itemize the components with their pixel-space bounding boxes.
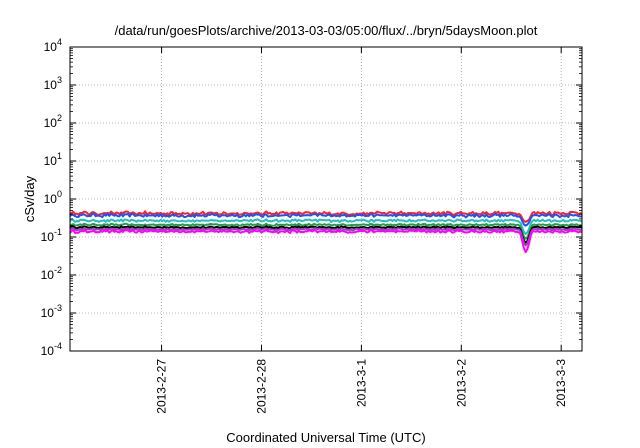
x-axis-label: Coordinated Universal Time (UTC) <box>226 430 425 445</box>
series-line-4 <box>69 222 582 240</box>
y-tick-label: 103 <box>44 75 62 92</box>
series-line-6 <box>69 227 583 247</box>
grid-lines <box>70 47 582 351</box>
chart-title: /data/run/goesPlots/archive/2013-03-03/0… <box>115 23 538 38</box>
y-tick-label: 104 <box>44 37 62 54</box>
series-line-3 <box>69 218 583 235</box>
y-tick-label: 101 <box>44 151 62 168</box>
y-axis-label: cSv/day <box>22 175 37 222</box>
x-tick-label: 2013-3-1 <box>354 359 368 407</box>
x-tick-label: 2013-2-27 <box>155 359 169 414</box>
series-line-2 <box>69 212 583 227</box>
y-tick-label: 100 <box>44 189 62 206</box>
x-tick-label: 2013-2-28 <box>254 359 268 414</box>
y-tick-label: 10-4 <box>41 341 62 358</box>
y-tick-label: 102 <box>44 113 62 130</box>
y-tick-label: 10-1 <box>41 227 62 244</box>
x-tick-label: 2013-3-2 <box>454 359 468 407</box>
y-tick-label: 10-3 <box>41 303 62 320</box>
series-line-5 <box>69 225 583 244</box>
series-line-7 <box>69 229 583 254</box>
series-line-1 <box>69 210 583 223</box>
x-tick-label: 2013-3-3 <box>554 359 568 407</box>
y-axis: 10-4 10-3 10-2 10-1 100 101 102 103 104 <box>41 37 582 358</box>
series-lines <box>69 210 583 254</box>
y-tick-label: 10-2 <box>41 265 62 282</box>
x-axis: 2013-2-27 2013-2-28 2013-3-1 2013-3-2 2013-3… <box>155 47 568 414</box>
